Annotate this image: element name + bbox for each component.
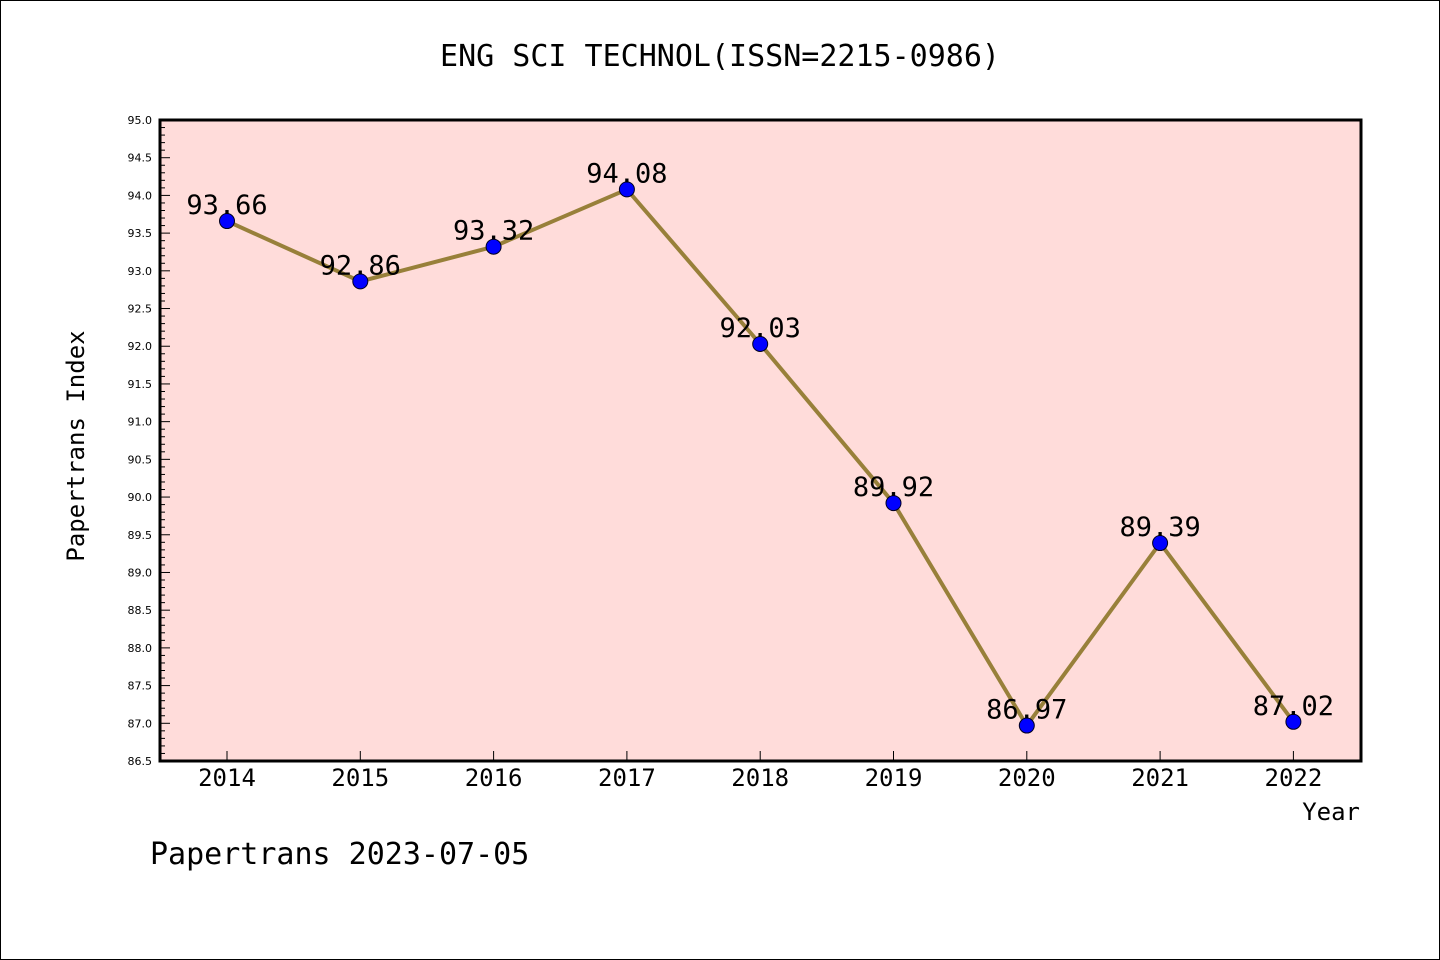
chart-title: ENG SCI TECHNOL(ISSN=2215-0986)	[440, 39, 1000, 74]
data-point-marker	[219, 213, 235, 230]
x-tick-label: 2015	[331, 764, 389, 792]
data-value-label: 94.08	[586, 158, 667, 189]
data-point-marker	[1018, 717, 1035, 734]
y-tick-label: 92.0	[128, 340, 153, 353]
y-tick-label: 90.5	[128, 453, 153, 466]
x-tick-label: 2020	[998, 764, 1056, 792]
y-axis: 86.5 87.0 87.5 88.0 88.5 89.0 89.5 90.0 90.5 91.0…	[128, 114, 170, 768]
data-point-marker	[885, 495, 902, 512]
x-tick-label: 2019	[865, 764, 923, 792]
y-tick-label: 91.5	[128, 378, 153, 391]
data-point-marker	[752, 335, 769, 352]
x-tick-label: 2016	[465, 764, 523, 792]
y-tick-label: 89.5	[128, 529, 153, 542]
y-tick-label: 88.5	[128, 604, 153, 617]
x-tick-label: 2014	[198, 764, 256, 792]
data-value-label: 89.92	[853, 472, 934, 503]
y-tick-label: 89.0	[128, 566, 153, 579]
data-value-label: 92.03	[720, 313, 801, 344]
y-tick-label: 88.0	[128, 642, 153, 655]
y-tick-label: 91.0	[128, 416, 153, 429]
data-point-marker	[1152, 535, 1169, 552]
x-tick-label: 2022	[1265, 764, 1323, 792]
x-axis: 2014 2015 2016 2017 2018 2019 2020 2021 2022	[198, 751, 1322, 792]
y-tick-label: 95.0	[128, 114, 153, 127]
y-tick-label: 92.5	[128, 303, 153, 316]
y-tick-label: 87.0	[128, 717, 153, 730]
data-point-marker	[352, 273, 369, 290]
y-tick-label: 93.0	[128, 265, 153, 278]
y-tick-label: 90.0	[128, 491, 153, 504]
y-tick-label: 93.5	[128, 227, 153, 240]
x-tick-label: 2017	[598, 764, 656, 792]
y-tick-label: 86.5	[128, 755, 153, 768]
plot-border	[158, 118, 1363, 763]
footer-text: Papertrans 2023-07-05	[150, 837, 529, 872]
x-tick-label: 2018	[731, 764, 789, 792]
data-value-label: 93.66	[186, 190, 267, 221]
data-point-marker	[1285, 713, 1302, 730]
data-value-label: 86.97	[986, 695, 1067, 726]
x-tick-label: 2021	[1131, 764, 1189, 792]
data-value-label: 89.39	[1119, 512, 1200, 543]
y-tick-label: 87.5	[128, 680, 153, 693]
x-axis-label: Year	[1302, 798, 1360, 826]
data-point-marker	[485, 238, 502, 255]
data-value-label: 92.86	[320, 250, 401, 281]
data-point-marker	[618, 181, 635, 198]
data-value-label: 87.02	[1253, 691, 1334, 722]
y-axis-label: Papertrans Index	[62, 330, 90, 561]
y-tick-label: 94.5	[128, 152, 153, 165]
data-value-label: 93.32	[453, 216, 534, 247]
data-labels: 93.66 92.86 93.32 94.08 92.03 89.92 86.97 89.39…	[186, 158, 1334, 725]
plot-area	[160, 120, 1361, 761]
data-points	[219, 181, 1302, 734]
y-tick-label: 94.0	[128, 189, 153, 202]
